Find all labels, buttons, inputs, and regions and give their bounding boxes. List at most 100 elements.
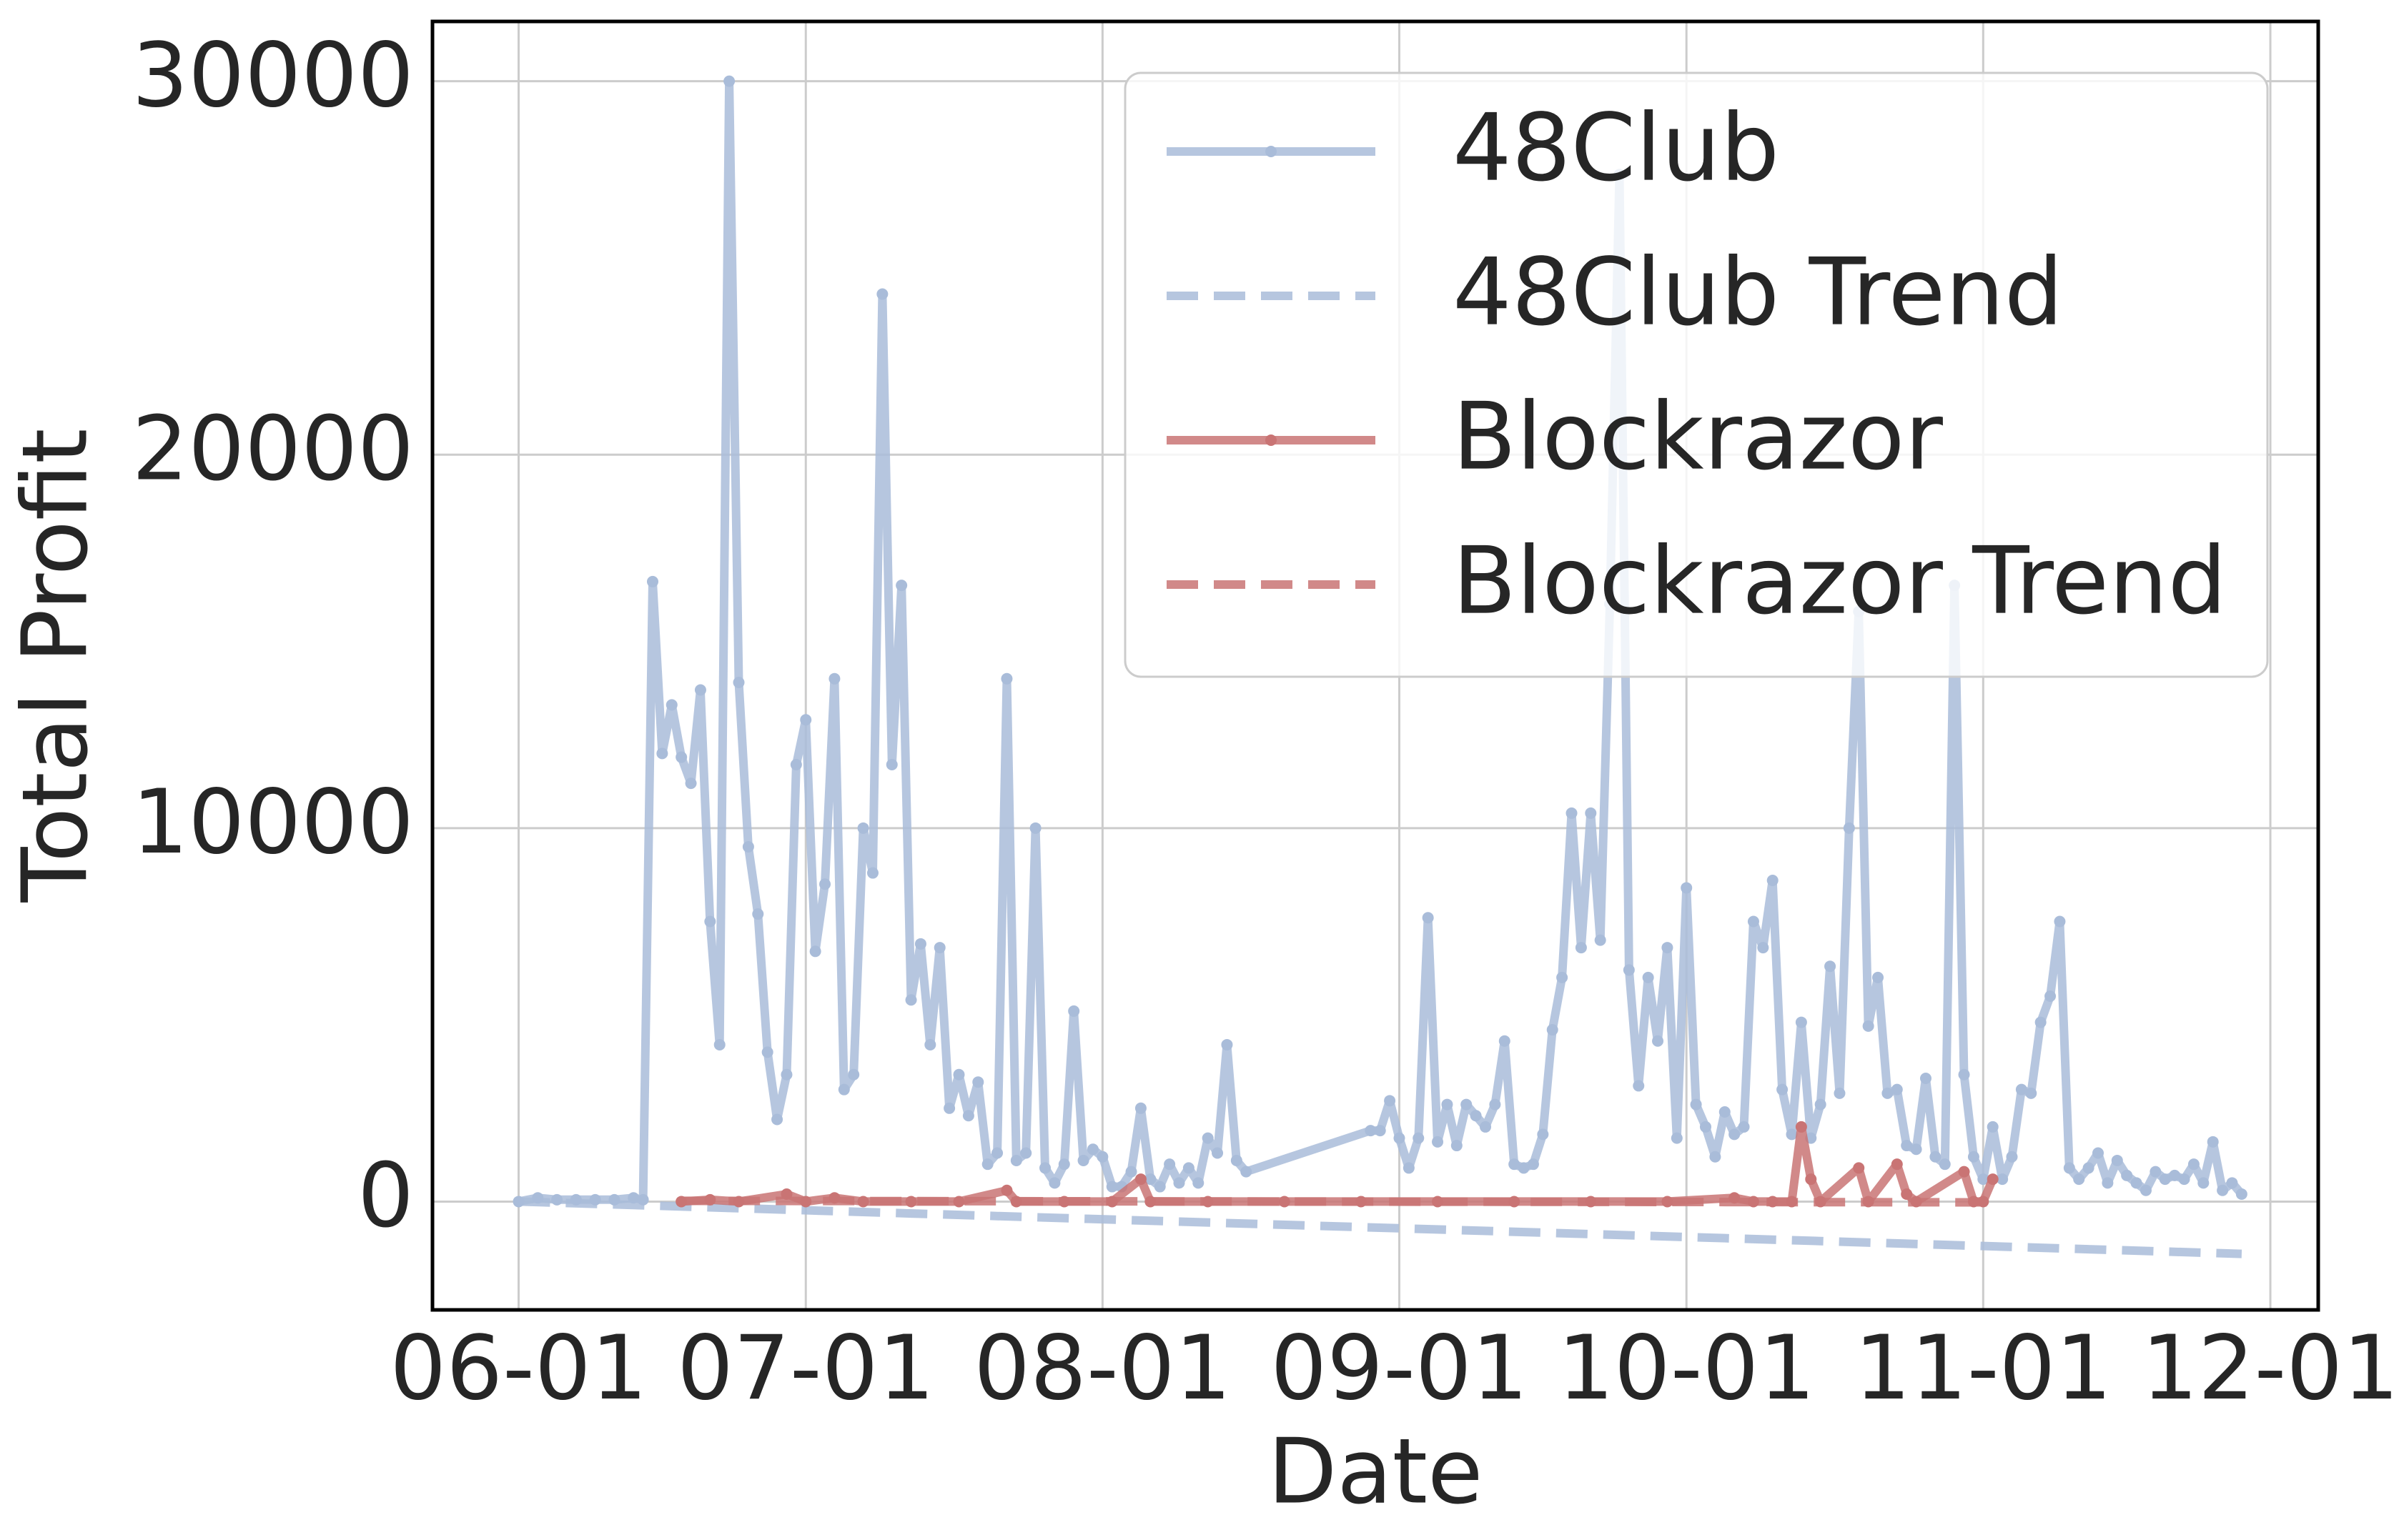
point	[857, 822, 869, 834]
point	[1221, 1038, 1233, 1050]
point	[790, 758, 802, 770]
point	[1987, 1121, 1999, 1133]
point	[1623, 964, 1635, 976]
point	[1776, 1083, 1789, 1096]
point	[809, 945, 821, 958]
point	[1192, 1177, 1205, 1189]
point	[1173, 1177, 1185, 1189]
point	[1652, 1035, 1664, 1047]
point	[934, 942, 946, 954]
point	[1671, 1132, 1683, 1144]
point	[1068, 1005, 1080, 1017]
y-tick-label: 0	[357, 1145, 414, 1248]
point	[1212, 1147, 1224, 1159]
point	[761, 1046, 773, 1058]
legend-marker	[1265, 146, 1277, 157]
point	[1020, 1147, 1032, 1159]
point	[2130, 1177, 2142, 1189]
point	[1154, 1181, 1166, 1193]
point	[1939, 1158, 1951, 1171]
point	[1997, 1173, 2009, 1186]
point	[981, 1158, 994, 1171]
point	[1460, 1098, 1473, 1111]
point	[1546, 1024, 1558, 1036]
x-tick-label: 07-01	[677, 1317, 934, 1420]
point	[953, 1068, 965, 1081]
point	[723, 75, 736, 87]
point	[781, 1068, 793, 1081]
point	[1642, 971, 1654, 983]
point	[1929, 1151, 1942, 1163]
x-tick-label: 08-01	[974, 1317, 1231, 1420]
point	[666, 699, 678, 711]
point	[733, 677, 745, 689]
x-axis-label: Date	[1267, 1419, 1483, 1524]
point	[1393, 1132, 1405, 1144]
point	[1891, 1083, 1903, 1096]
point	[1766, 875, 1779, 886]
point	[1853, 1162, 1865, 1174]
point	[1795, 1016, 1807, 1028]
point	[2111, 1154, 2123, 1166]
point	[1594, 934, 1606, 946]
point	[2169, 1169, 2181, 1181]
point	[1374, 1125, 1386, 1137]
point	[1891, 1158, 1903, 1171]
point	[2015, 1083, 2027, 1096]
point	[828, 672, 841, 685]
point	[2006, 1151, 2018, 1163]
point	[1134, 1102, 1147, 1114]
point	[1805, 1173, 1817, 1186]
point	[2121, 1169, 2133, 1181]
x-tick-label: 12-01	[2142, 1317, 2399, 1420]
point	[1661, 1196, 1673, 1208]
point	[1757, 942, 1769, 954]
point	[800, 714, 812, 726]
point	[1585, 807, 1597, 819]
point	[1633, 1080, 1645, 1092]
x-tick-label: 10-01	[1558, 1317, 1815, 1420]
point	[944, 1102, 956, 1114]
point	[1450, 1140, 1463, 1152]
point	[1106, 1181, 1118, 1193]
point	[1470, 1110, 1482, 1122]
point	[1565, 807, 1578, 819]
point	[1738, 1121, 1750, 1133]
point	[1001, 672, 1013, 685]
point	[2025, 1087, 2037, 1099]
point	[646, 575, 658, 587]
plot-area	[513, 75, 2247, 1258]
point	[905, 1196, 917, 1208]
point	[2178, 1173, 2190, 1186]
point	[2092, 1147, 2104, 1159]
point	[914, 938, 926, 950]
point	[1556, 971, 1568, 983]
point	[1661, 942, 1673, 954]
point	[1814, 1098, 1826, 1111]
point	[2197, 1177, 2210, 1189]
point	[886, 758, 898, 770]
legend-label: 48Club	[1453, 94, 1779, 202]
legend: 48Club 48Club Trend Blockrazor Blockrazor T…	[1124, 71, 2269, 678]
point	[551, 1193, 563, 1206]
point	[676, 751, 688, 763]
point	[1144, 1173, 1157, 1186]
point	[972, 1076, 984, 1088]
point	[2187, 1158, 2200, 1171]
point	[1699, 1121, 1711, 1133]
point	[1527, 1158, 1539, 1171]
point	[1824, 960, 1836, 973]
point	[1202, 1132, 1214, 1144]
point	[2082, 1162, 2094, 1174]
point	[1901, 1188, 1913, 1200]
point	[1862, 1020, 1874, 1032]
point	[924, 1038, 936, 1050]
point	[1001, 1184, 1013, 1196]
point	[1403, 1162, 1415, 1174]
point	[905, 994, 917, 1006]
legend-label: Blockrazor	[1453, 382, 1943, 491]
point	[1508, 1158, 1520, 1171]
point	[838, 1083, 850, 1096]
trend-line	[518, 1197, 2242, 1258]
point	[1919, 1072, 1931, 1084]
